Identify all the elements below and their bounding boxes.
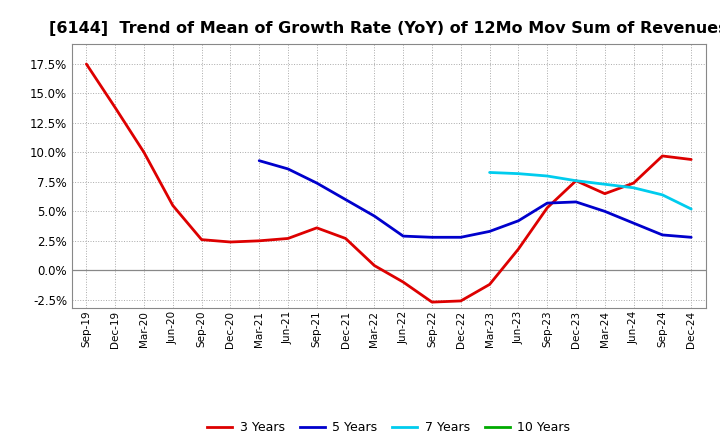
Legend: 3 Years, 5 Years, 7 Years, 10 Years: 3 Years, 5 Years, 7 Years, 10 Years [202, 416, 575, 439]
Title: [6144]  Trend of Mean of Growth Rate (YoY) of 12Mo Mov Sum of Revenues: [6144] Trend of Mean of Growth Rate (YoY… [50, 21, 720, 36]
